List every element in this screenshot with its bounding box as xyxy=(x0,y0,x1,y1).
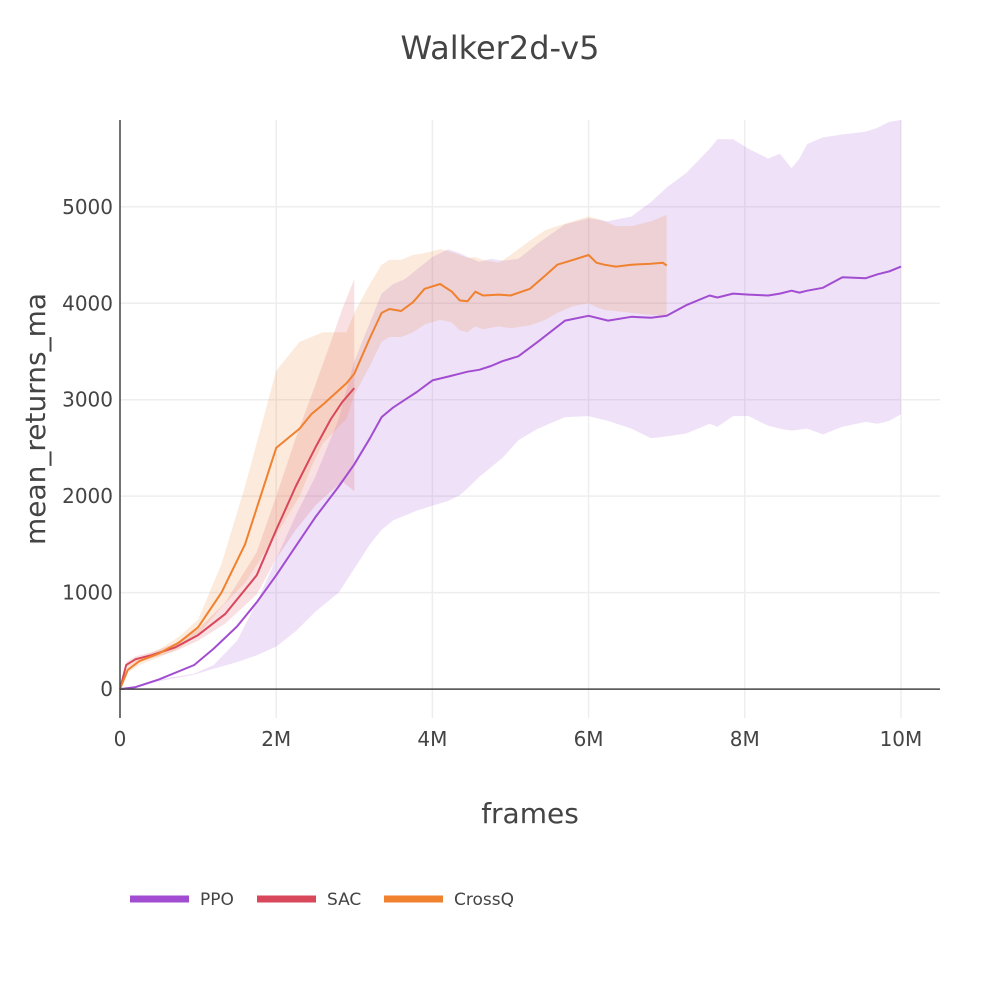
legend: PPO SAC CrossQ xyxy=(130,890,514,910)
y-tick-label: 0 xyxy=(100,677,113,701)
line-sac xyxy=(119,387,356,690)
line-ppo xyxy=(119,265,902,691)
series-lines xyxy=(119,254,902,691)
x-axis-ticks: 0 2M 4M 6M 8M 10M xyxy=(114,727,923,751)
legend-label-crossq: CrossQ xyxy=(454,890,514,910)
legend-label-sac: SAC xyxy=(327,890,361,910)
x-tick-label: 8M xyxy=(730,727,760,751)
gridlines xyxy=(120,120,940,718)
y-tick-label: 2000 xyxy=(62,484,113,508)
x-axis-title: frames xyxy=(481,797,579,830)
chart-title: Walker2d-v5 xyxy=(401,29,600,67)
x-tick-label: 2M xyxy=(261,727,291,751)
y-tick-label: 1000 xyxy=(62,581,113,605)
axes xyxy=(119,120,940,718)
band-sac xyxy=(120,279,355,690)
y-tick-label: 3000 xyxy=(62,388,113,412)
x-tick-label: 10M xyxy=(880,727,923,751)
line-crossq xyxy=(119,254,668,690)
y-axis-title: mean_returns_ma xyxy=(19,293,52,545)
y-axis-ticks: 0 1000 2000 3000 4000 5000 xyxy=(62,195,113,701)
x-tick-label: 0 xyxy=(114,727,127,751)
band-ppo xyxy=(120,120,901,690)
x-tick-label: 4M xyxy=(417,727,447,751)
legend-label-ppo: PPO xyxy=(200,890,234,910)
y-tick-label: 5000 xyxy=(62,195,113,219)
x-tick-label: 6M xyxy=(574,727,604,751)
y-tick-label: 4000 xyxy=(62,291,113,315)
